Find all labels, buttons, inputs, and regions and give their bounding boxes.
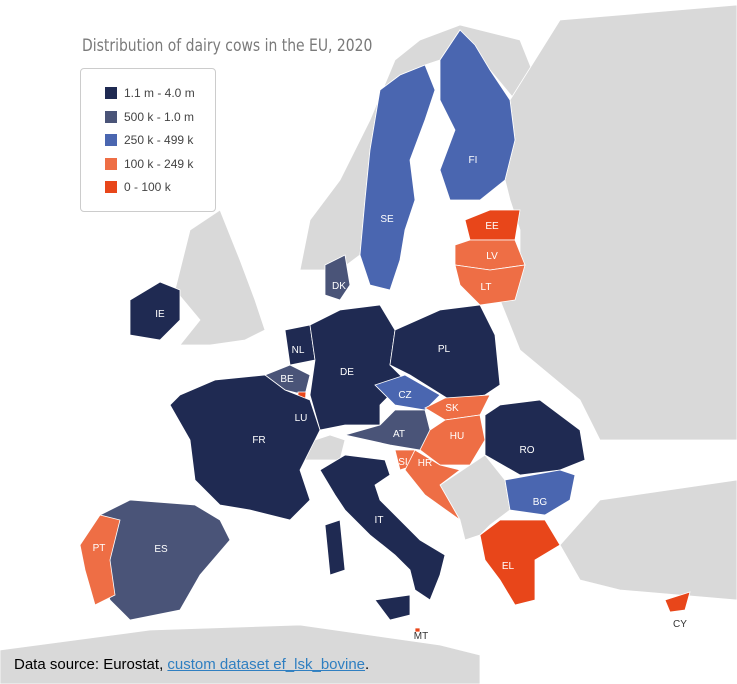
country-label-ie: IE bbox=[155, 309, 165, 320]
legend-item: 250 k - 499 k bbox=[105, 133, 193, 147]
country-dk bbox=[324, 254, 351, 301]
country-label-hr: HR bbox=[418, 458, 432, 469]
data-source: Data source: Eurostat, custom dataset ef… bbox=[14, 656, 369, 673]
legend-swatch bbox=[105, 87, 117, 99]
legend: 1.1 m - 4.0 m 500 k - 1.0 m 250 k - 499 … bbox=[80, 68, 216, 212]
country-label-cz: CZ bbox=[398, 390, 411, 401]
country-pt bbox=[79, 514, 121, 606]
country-el bbox=[479, 519, 561, 606]
country-se bbox=[359, 64, 436, 291]
country-label-fi: FI bbox=[469, 155, 478, 166]
turkey bbox=[559, 479, 737, 601]
country-ro bbox=[484, 399, 586, 476]
country-hr bbox=[404, 449, 461, 521]
country-label-pl: PL bbox=[438, 344, 451, 355]
country-label-sk: SK bbox=[445, 403, 459, 414]
legend-swatch bbox=[105, 158, 117, 170]
country-fr bbox=[169, 374, 321, 521]
russia-east bbox=[499, 4, 737, 441]
legend-item: 1.1 m - 4.0 m bbox=[105, 86, 195, 100]
legend-swatch bbox=[105, 111, 117, 123]
country-label-se: SE bbox=[380, 214, 394, 225]
legend-label: 1.1 m - 4.0 m bbox=[124, 86, 195, 100]
legend-label: 100 k - 249 k bbox=[124, 157, 194, 171]
country-bg bbox=[504, 469, 576, 516]
source-suffix: . bbox=[365, 656, 370, 673]
country-label-at: AT bbox=[393, 429, 405, 440]
country-at bbox=[344, 409, 431, 451]
country-label-be: BE bbox=[280, 374, 294, 385]
country-mt bbox=[414, 627, 421, 633]
country-label-pt: PT bbox=[93, 543, 106, 554]
country-pl bbox=[389, 304, 501, 401]
legend-label: 250 k - 499 k bbox=[124, 133, 194, 147]
country-label-hu: HU bbox=[450, 431, 464, 442]
legend-label: 0 - 100 k bbox=[124, 180, 171, 194]
country-label-fr: FR bbox=[252, 435, 265, 446]
legend-item: 0 - 100 k bbox=[105, 180, 171, 194]
country-label-it: IT bbox=[375, 515, 384, 526]
country-cz bbox=[374, 374, 441, 411]
country-label-es: ES bbox=[154, 544, 168, 555]
map-title: Distribution of dairy cows in the EU, 20… bbox=[82, 36, 373, 56]
country-sk bbox=[424, 394, 491, 421]
country-hu bbox=[419, 414, 486, 466]
north-africa bbox=[0, 624, 481, 684]
country-label-lt: LT bbox=[481, 282, 492, 293]
country-label-dk: DK bbox=[332, 281, 346, 292]
country-it bbox=[324, 519, 346, 576]
country-label-lu: LU bbox=[295, 413, 308, 424]
balkans bbox=[439, 454, 511, 541]
united-kingdom bbox=[174, 209, 266, 346]
country-label-ee: EE bbox=[485, 221, 499, 232]
country-ie bbox=[129, 281, 181, 341]
legend-swatch bbox=[105, 134, 117, 146]
country-label-cy: CY bbox=[673, 619, 687, 630]
dataset-link[interactable]: custom dataset ef_lsk_bovine bbox=[167, 656, 366, 673]
country-label-ro: RO bbox=[520, 445, 535, 456]
country-ee bbox=[464, 209, 521, 241]
source-prefix: Data source: Eurostat, bbox=[14, 656, 168, 673]
country-label-lv: LV bbox=[486, 251, 498, 262]
country-cy bbox=[664, 591, 691, 613]
country-de bbox=[309, 304, 406, 431]
country-label-de: DE bbox=[340, 367, 354, 378]
country-label-mt: MT bbox=[414, 631, 428, 642]
legend-swatch bbox=[105, 181, 117, 193]
country-fi bbox=[439, 29, 516, 201]
country-label-nl: NL bbox=[292, 345, 305, 356]
country-label-bg: BG bbox=[533, 497, 548, 508]
country-it bbox=[319, 454, 446, 601]
country-it bbox=[374, 594, 411, 621]
country-label-el: EL bbox=[502, 561, 515, 572]
country-label-si: SI bbox=[398, 457, 407, 468]
legend-item: 500 k - 1.0 m bbox=[105, 110, 194, 124]
legend-item: 100 k - 249 k bbox=[105, 157, 193, 171]
legend-label: 500 k - 1.0 m bbox=[124, 110, 195, 124]
country-lt bbox=[454, 264, 526, 306]
